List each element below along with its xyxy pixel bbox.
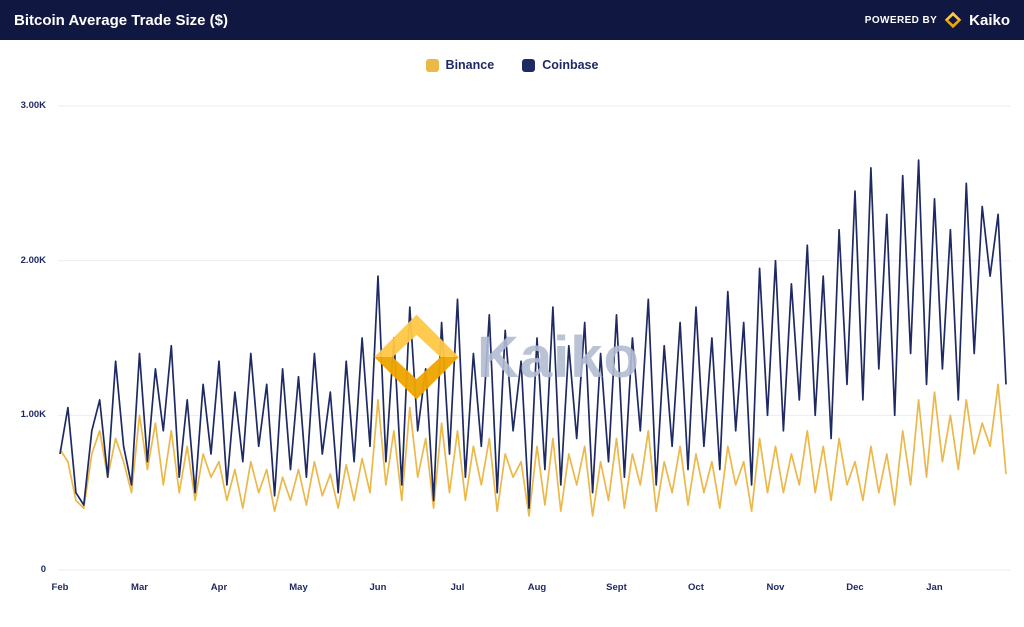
y-tick-label: 0: [40, 564, 46, 575]
x-tick-label-feb: Feb: [51, 582, 69, 593]
x-tick-label-jul: Jul: [450, 582, 465, 593]
x-tick-label-aug: Aug: [527, 582, 547, 593]
y-axis: 3.00K 2.00K 1.00K 0: [0, 98, 52, 578]
legend-label-coinbase: Coinbase: [542, 58, 599, 72]
binance-swatch-icon: [425, 58, 439, 72]
brand-name: Kaiko: [969, 11, 1010, 29]
x-tick-label-apr: Apr: [210, 582, 228, 593]
x-tick-label-may: May: [289, 582, 308, 593]
header-bar: Bitcoin Average Trade Size ($) POWERED B…: [0, 0, 1024, 40]
legend-item-coinbase[interactable]: Coinbase: [522, 58, 598, 72]
coinbase-swatch-icon: [522, 58, 536, 72]
coinbase-line: [59, 159, 1007, 509]
y-tick-label: 2.00K: [20, 254, 46, 266]
x-tick-label-nov: Nov: [766, 582, 785, 593]
x-tick-label-oct: Oct: [688, 582, 704, 593]
legend-label-binance: Binance: [445, 58, 495, 72]
powered-by-label: POWERED BY: [864, 14, 938, 26]
y-tick-label: 1.00K: [20, 409, 46, 421]
binance-line: [59, 383, 1007, 517]
powered-by-group: POWERED BY Kaiko: [865, 11, 1010, 29]
y-tick-label: 3.00K: [20, 100, 46, 111]
x-tick-label-mar: Mar: [131, 582, 148, 593]
x-tick-label-sept: Sept: [606, 582, 627, 593]
chart-legend: Binance Coinbase: [0, 58, 1024, 72]
page-title: Bitcoin Average Trade Size ($): [14, 11, 228, 29]
line-chart: [58, 105, 1010, 571]
x-tick-label-jan: Jan: [926, 582, 943, 593]
x-tick-label-jun: Jun: [369, 582, 387, 593]
x-tick-label-dec: Dec: [846, 582, 864, 593]
kaiko-logo-icon: [944, 11, 962, 29]
x-axis: Feb Mar Apr May Jun Jul Aug Sept Oct Nov Dec Jan: [52, 582, 1010, 598]
chart-plot-area[interactable]: Kaiko: [58, 98, 1010, 578]
legend-item-binance[interactable]: Binance: [425, 58, 495, 72]
